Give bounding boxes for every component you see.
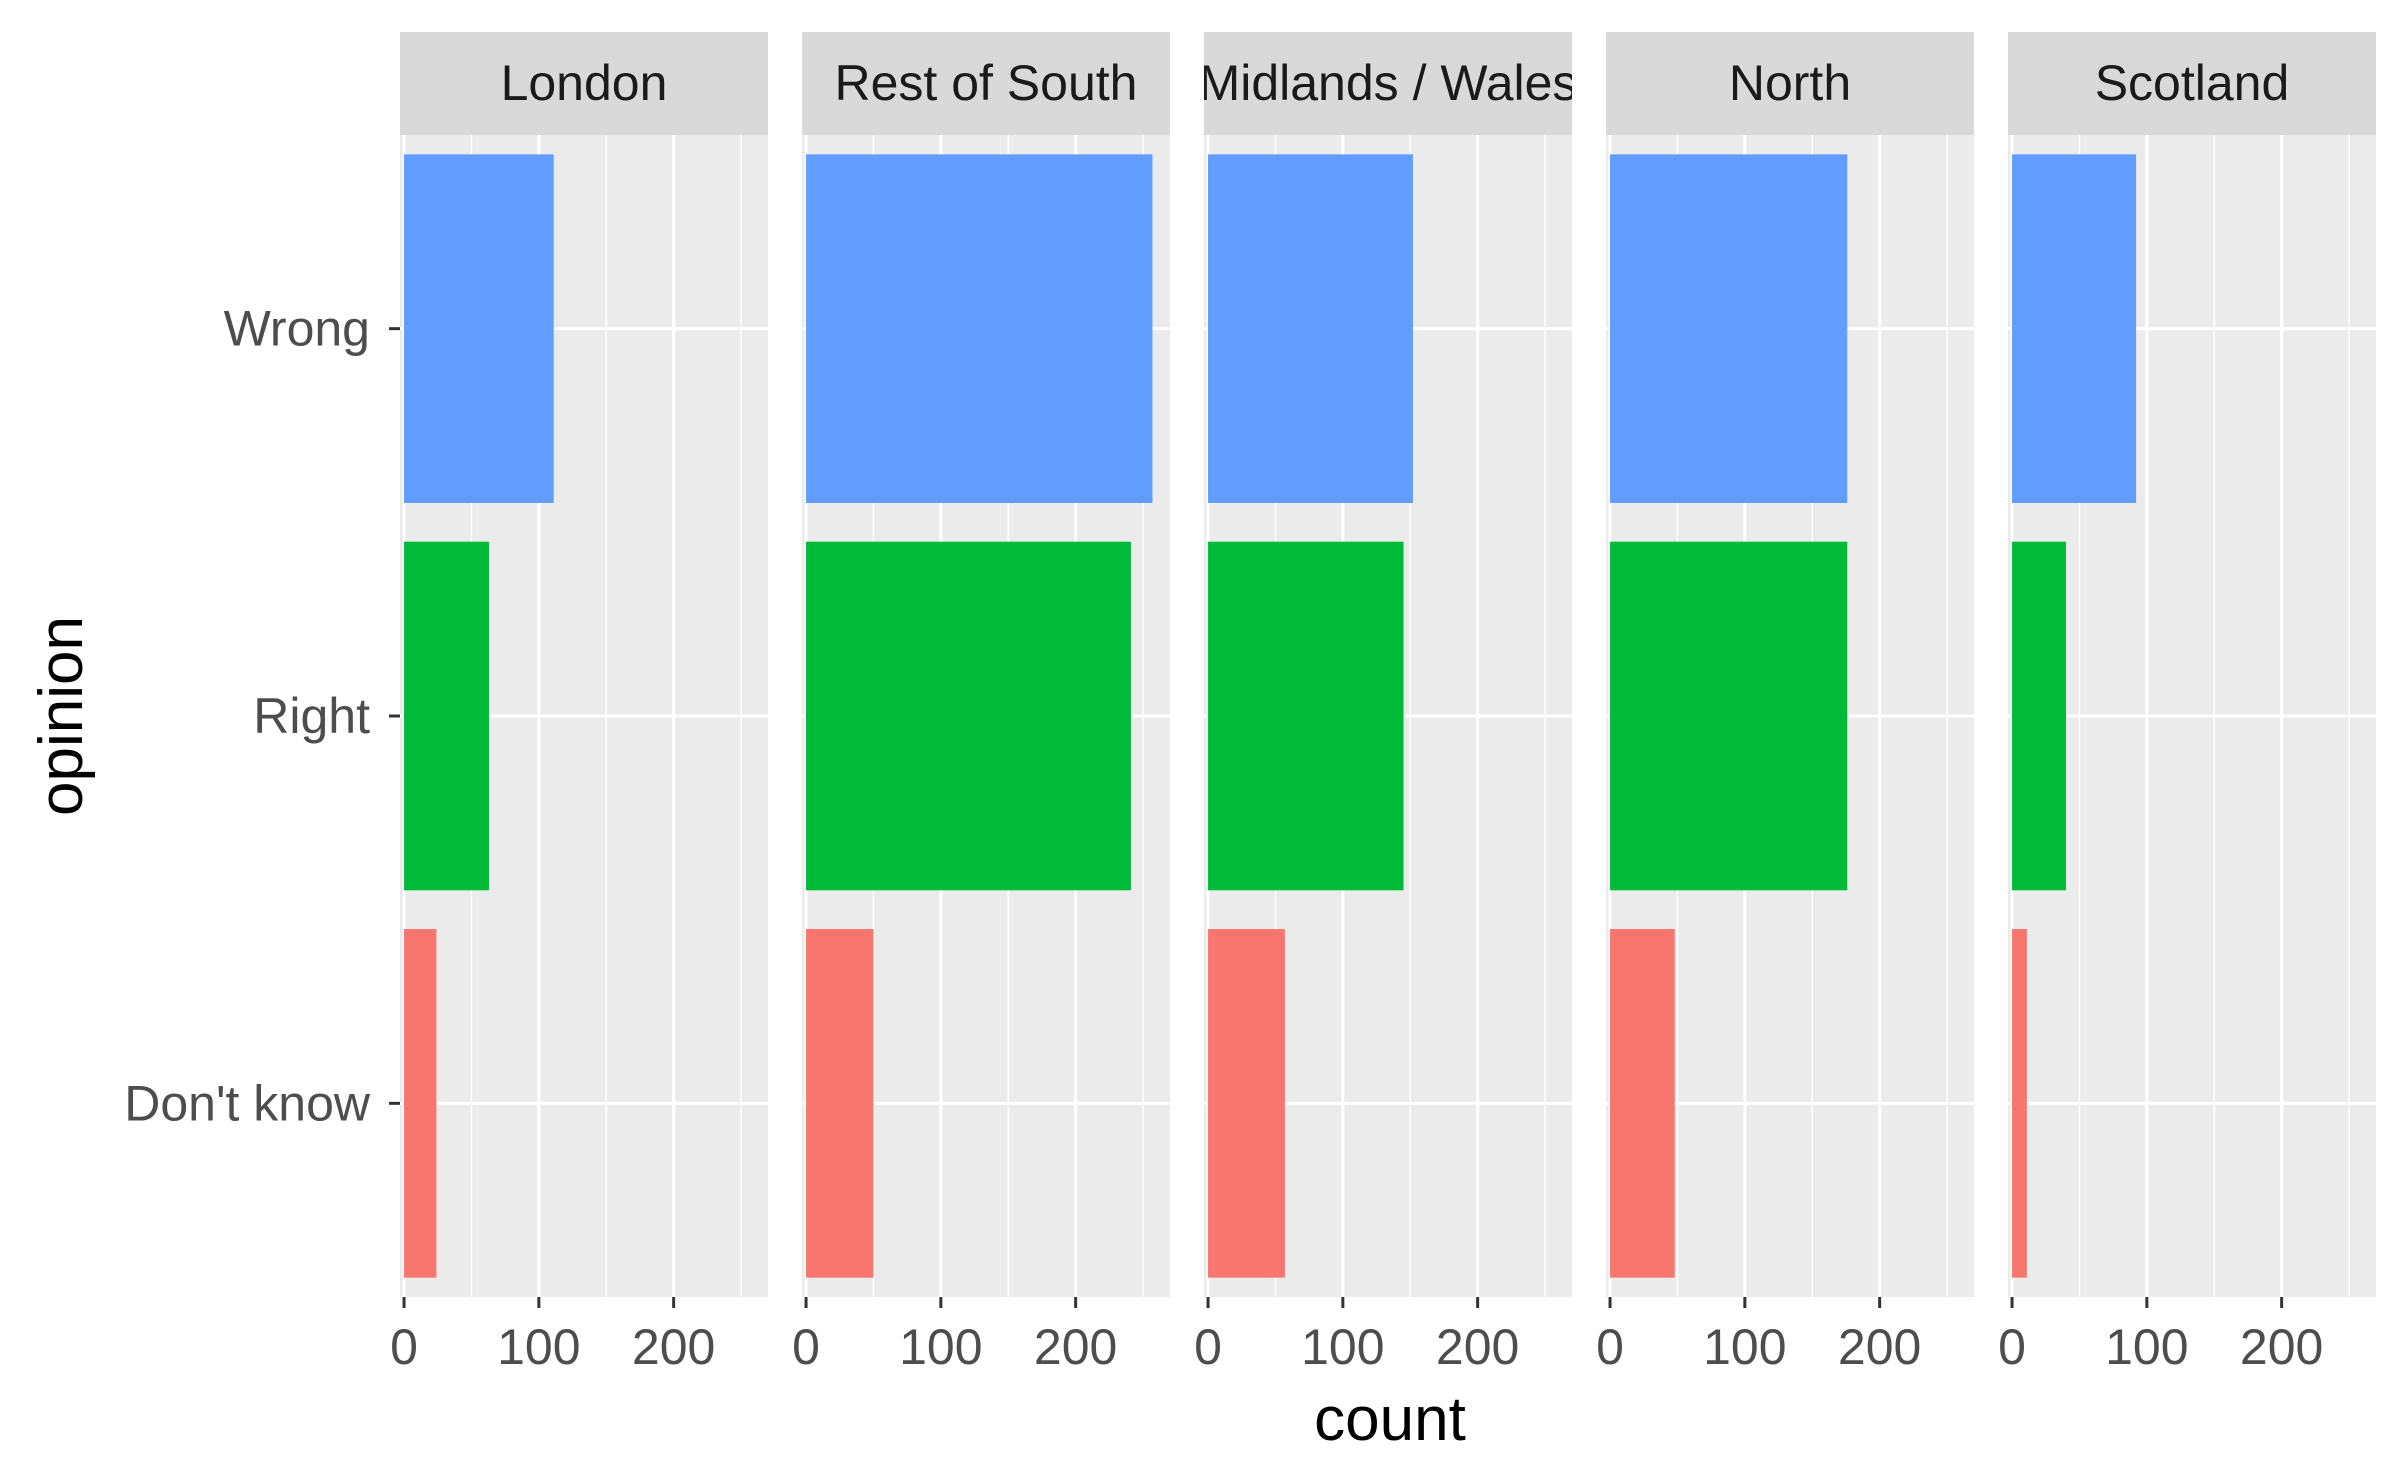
y-tick-label: Don't know — [124, 1075, 371, 1131]
x-tick-label: 200 — [1034, 1319, 1117, 1375]
facet-strip-label: London — [501, 55, 668, 111]
x-tick-label: 0 — [1998, 1319, 2026, 1375]
bar-midlands-wales-wrong — [1208, 154, 1413, 503]
x-tick-label: 100 — [2105, 1319, 2188, 1375]
x-axis-title: count — [1314, 1385, 1466, 1454]
x-tick-label: 100 — [899, 1319, 982, 1375]
x-tick-label: 200 — [2240, 1319, 2323, 1375]
bar-rest-of-south-don-t-know — [806, 929, 874, 1278]
facet-strip — [802, 32, 1170, 135]
x-tick-label: 100 — [1703, 1319, 1786, 1375]
bar-rest-of-south-wrong — [806, 154, 1153, 503]
facet-panel-midlands-wales: Midlands / Wales 0 100 200 — [1194, 32, 1578, 1375]
bar-scotland-don-t-know — [2012, 929, 2027, 1278]
x-tick-label: 0 — [792, 1319, 820, 1375]
facet-strip-label: North — [1729, 55, 1851, 111]
facet-strip — [2008, 32, 2376, 135]
x-tick-label: 100 — [497, 1319, 580, 1375]
bar-north-wrong — [1610, 154, 1848, 503]
bar-scotland-wrong — [2012, 154, 2137, 503]
bar-north-don-t-know — [1610, 929, 1675, 1278]
facet-strip — [400, 32, 768, 135]
x-tick-label: 200 — [632, 1319, 715, 1375]
bar-scotland-right — [2012, 541, 2066, 891]
bar-midlands-wales-right — [1208, 541, 1404, 891]
y-tick-label: Right — [253, 688, 370, 744]
facet-strip-label: Midlands / Wales — [1199, 55, 1578, 111]
bar-north-right — [1610, 541, 1848, 891]
x-tick-label: 0 — [1194, 1319, 1222, 1375]
facet-strip — [1606, 32, 1974, 135]
y-axis-title: opinion — [27, 616, 96, 816]
bar-london-right — [404, 541, 489, 891]
facet-panel-rest-of-south: Rest of South 0 100 200 — [792, 32, 1170, 1375]
facet-panel-north: North 0 100 200 — [1596, 32, 1974, 1375]
facet-panel-london: London 0 100 200 — [390, 32, 768, 1375]
x-tick-label: 200 — [1838, 1319, 1921, 1375]
bar-rest-of-south-right — [806, 541, 1131, 891]
y-tick-label: Wrong — [224, 301, 370, 357]
x-tick-label: 100 — [1301, 1319, 1384, 1375]
x-tick-label: 200 — [1436, 1319, 1519, 1375]
facet-panel-scotland: Scotland 0 100 200 — [1998, 32, 2376, 1375]
x-tick-label: 0 — [390, 1319, 418, 1375]
facet-strip-label: Rest of South — [835, 55, 1138, 111]
x-tick-label: 0 — [1596, 1319, 1624, 1375]
bar-london-wrong — [404, 154, 554, 503]
bar-london-don-t-know — [404, 929, 437, 1278]
facet-strip — [1204, 32, 1572, 135]
bar-midlands-wales-don-t-know — [1208, 929, 1285, 1278]
y-axis: Don't know Right Wrong — [124, 301, 400, 1131]
facet-strip-label: Scotland — [2095, 55, 2290, 111]
